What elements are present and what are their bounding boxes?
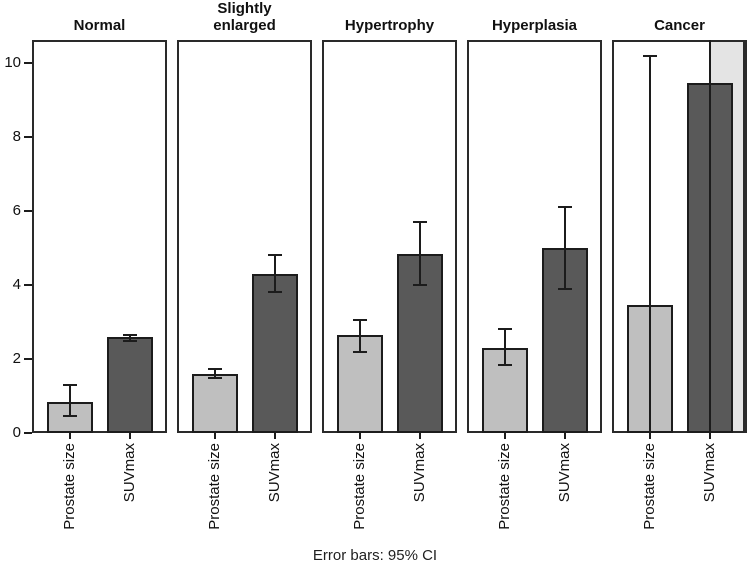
y-axis-tick [24,62,32,64]
error-bar-cap-bottom [353,350,367,353]
x-category-label: Prostate size [61,443,78,530]
error-bar-cap-top [557,206,572,209]
x-category-label: Prostate size [496,443,513,530]
suvmax-bar [251,273,298,433]
x-category-label: SUVmax [555,443,573,503]
error-bar-line [708,40,711,433]
y-axis-tick-label: 4 [12,276,21,293]
suvmax-bar [106,336,153,433]
x-category-label: Prostate size [206,443,223,530]
y-axis-tick-label: 8 [12,128,21,145]
error-bar-cap-bottom [63,415,77,418]
error-bar-cap-bottom [208,377,222,380]
x-category-label: SUVmax [410,443,428,503]
y-axis-tick [24,284,32,286]
error-bar-line [214,369,216,379]
panel-title: Cancer [654,17,705,34]
y-axis-tick-label: 2 [12,350,21,367]
y-axis-tick [24,210,32,212]
x-axis-tick [214,433,216,439]
error-bar-line [273,255,276,293]
y-axis-tick-label: 10 [4,54,21,71]
error-bar-cap-bottom [122,339,137,342]
error-bar-cap-top [498,328,512,331]
x-axis-tick [128,433,131,439]
prostate-size-bar [337,334,383,433]
x-category-label: SUVmax [700,443,718,503]
error-bar-cap-top [412,221,427,224]
error-bar-cap-bottom [498,363,512,366]
error-bar-line [359,320,361,352]
y-axis-tick [24,432,32,434]
x-axis-tick [418,433,421,439]
error-bar-cap-bottom [412,284,427,286]
error-bar-cap-top [63,383,77,386]
x-axis-tick [359,433,361,439]
x-axis-tick [504,433,506,439]
y-axis-tick [24,358,32,360]
x-axis-tick [649,433,651,439]
error-bar-cap-bottom [267,291,282,294]
y-axis-tick-label: 6 [12,202,21,219]
y-axis-tick [24,136,32,138]
x-axis-tick [69,433,71,439]
panel-title: Hypertrophy [344,17,435,34]
error-bar-cap-top [208,368,222,371]
error-bar-cap-top [643,54,657,57]
x-category-label: SUVmax [120,443,138,503]
error-bar-line [504,329,506,365]
error-bar-cap-top [267,254,282,257]
error-bar-cap-top [353,319,367,322]
error-bar-line [418,222,421,285]
error-bar-line [69,384,71,417]
y-axis-tick-label: 0 [12,424,21,441]
error-bars-caption: Error bars: 95% CI [312,547,438,564]
prostate-size-bar [192,373,238,433]
error-bar-line [563,207,566,289]
panel-title: Normal [73,17,126,34]
error-bar-line [128,334,131,341]
panel-title: enlarged [213,17,276,34]
error-bar-cap-top [122,333,137,336]
x-axis-tick [708,433,711,439]
x-category-label: SUVmax [265,443,283,503]
error-bar-cap-bottom [557,287,572,290]
panel-frame [32,40,167,433]
x-axis-tick [273,433,276,439]
x-category-label: Prostate size [351,443,368,530]
x-category-label: Prostate size [641,443,658,530]
error-bar-line [649,55,651,433]
panel-title: Slightly [217,0,272,17]
x-axis-tick [563,433,566,439]
panel-title: Hyperplasia [491,17,578,34]
